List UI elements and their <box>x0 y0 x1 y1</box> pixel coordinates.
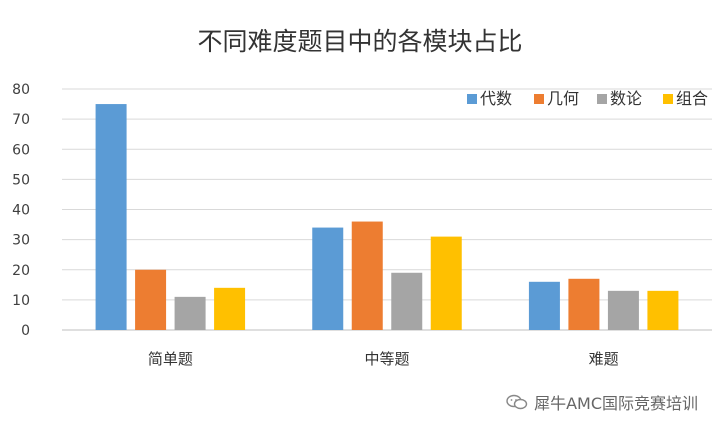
bars <box>95 104 679 330</box>
x-category-label: 难题 <box>589 350 619 368</box>
x-axis-categories: 简单题 中等题 难题 <box>148 350 619 368</box>
gridlines <box>62 88 712 331</box>
chart-title: 不同难度题目中的各模块占比 <box>197 27 522 56</box>
legend-label: 组合 <box>676 89 708 108</box>
x-category-label: 中等题 <box>364 350 409 368</box>
y-axis-ticks: 0 10 20 30 40 50 60 70 80 <box>12 82 30 339</box>
bar-代数-难题 <box>528 281 560 330</box>
legend-label: 数论 <box>610 89 642 108</box>
bar-组合-简单题 <box>214 287 246 330</box>
legend-swatch <box>663 94 673 104</box>
legend-swatch <box>467 94 477 104</box>
wechat-icon <box>506 394 528 410</box>
y-tick-label: 0 <box>21 323 30 339</box>
bar-数论-难题 <box>607 290 639 330</box>
bar-代数-中等题 <box>312 227 344 330</box>
y-tick-label: 50 <box>12 172 30 188</box>
legend-swatch <box>534 94 544 104</box>
y-tick-label: 10 <box>12 293 30 309</box>
legend-label: 几何 <box>547 89 579 108</box>
watermark-text: 犀牛AMC国际竞赛培训 <box>534 394 698 413</box>
legend-swatch <box>597 94 607 104</box>
y-tick-label: 30 <box>12 233 30 249</box>
y-tick-label: 70 <box>12 112 30 128</box>
bar-几何-难题 <box>568 278 600 330</box>
y-tick-label: 40 <box>12 203 30 219</box>
y-tick-label: 60 <box>12 142 30 158</box>
watermark: 犀牛AMC国际竞赛培训 <box>506 390 698 414</box>
bar-几何-中等题 <box>351 221 383 330</box>
bar-几何-简单题 <box>135 269 167 330</box>
bar-代数-简单题 <box>95 104 127 330</box>
x-category-label: 简单题 <box>148 350 193 368</box>
bar-数论-简单题 <box>174 296 206 330</box>
legend-label: 代数 <box>480 89 512 108</box>
bar-组合-难题 <box>647 290 679 330</box>
y-tick-label: 80 <box>12 82 30 98</box>
y-tick-label: 20 <box>12 263 30 279</box>
bar-数论-中等题 <box>391 272 423 330</box>
bar-组合-中等题 <box>430 236 462 330</box>
legend: 代数 几何 数论 组合 <box>467 89 708 108</box>
